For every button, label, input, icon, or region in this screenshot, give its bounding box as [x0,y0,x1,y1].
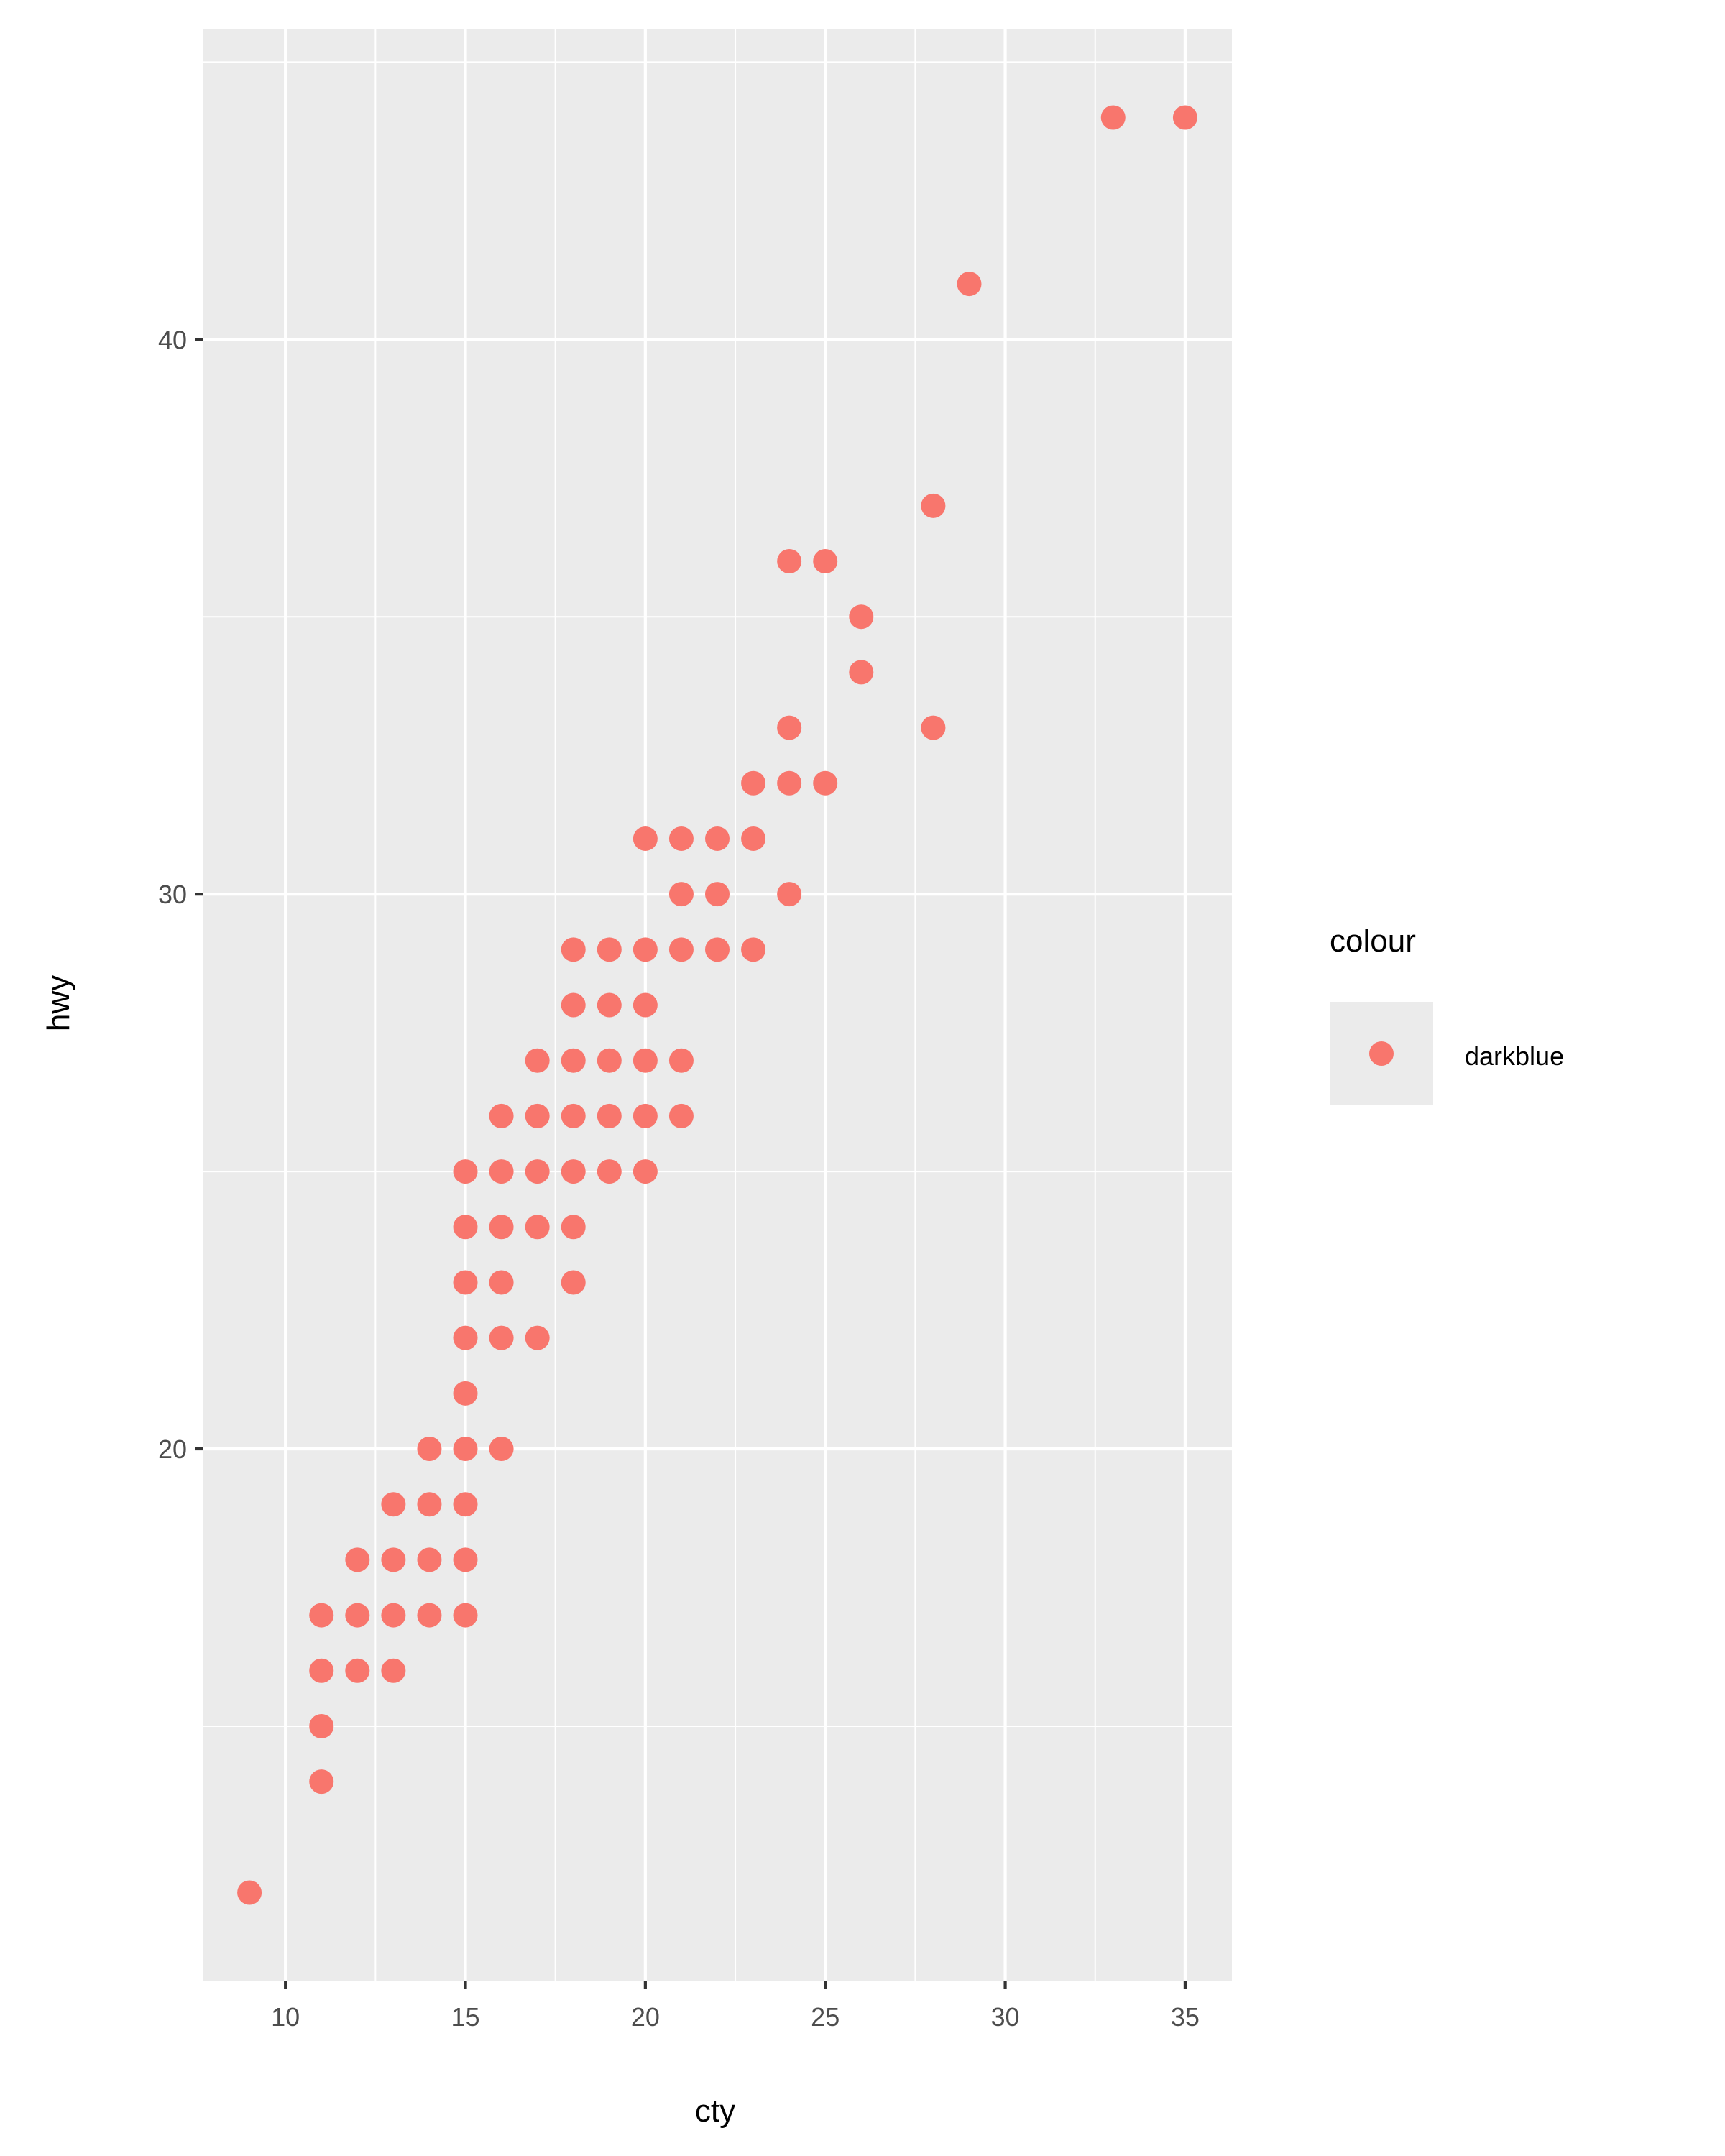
data-point [489,1159,514,1184]
data-point [453,1603,478,1628]
data-point [525,1048,550,1073]
data-point [525,1215,550,1240]
y-tick-label: 30 [158,880,187,909]
data-point [417,1603,442,1628]
x-tick-label: 15 [451,2002,479,2032]
data-point [561,1048,586,1073]
data-point [741,937,766,962]
data-point [741,770,766,796]
axes: 10 15 20 25 30 35 20 30 40 [158,325,1200,2032]
data-point [777,770,802,796]
data-point [705,882,730,907]
data-point [668,826,694,851]
data-point [453,1325,478,1350]
data-point [561,937,586,962]
data-point [453,1215,478,1240]
legend-key-point [1369,1041,1394,1066]
data-point [381,1492,406,1517]
legend-label: darkblue [1465,1041,1564,1071]
data-point [597,937,622,962]
data-point [489,1270,514,1295]
legend-title: colour [1330,923,1416,959]
data-point [668,937,694,962]
data-point [525,1159,550,1184]
data-point [632,992,658,1018]
data-point [489,1215,514,1240]
data-point [668,1103,694,1128]
data-point [705,937,730,962]
x-tick-label: 35 [1171,2002,1200,2032]
data-point [632,1103,658,1128]
data-point [1100,105,1126,130]
data-point [453,1159,478,1184]
data-point [921,715,946,740]
data-point [345,1603,370,1628]
data-point [309,1658,334,1683]
data-point [489,1325,514,1350]
x-tick-label: 30 [991,2002,1020,2032]
data-point [632,937,658,962]
x-tick-label: 25 [811,2002,840,2032]
data-point [309,1603,334,1628]
plot-panel [203,29,1232,1981]
panel-background [203,29,1232,1981]
y-axis-title: hwy [41,975,76,1031]
data-point [813,549,838,573]
data-point [345,1547,370,1572]
data-point [668,1048,694,1073]
data-point [453,1381,478,1406]
y-tick-label: 40 [158,325,187,354]
data-point [561,992,586,1018]
data-point [417,1547,442,1572]
data-point [777,882,802,907]
data-point [309,1769,334,1795]
data-point [921,493,946,518]
data-point [813,770,838,796]
data-point [417,1492,442,1517]
data-point [489,1103,514,1128]
data-point [237,1880,262,1905]
data-point [417,1437,442,1461]
data-point [597,1159,622,1184]
data-point [453,1437,478,1461]
data-point [957,272,982,297]
legend: colour darkblue [1330,923,1564,1105]
data-point [705,826,730,851]
data-point [561,1159,586,1184]
data-point [453,1492,478,1517]
x-tick-label: 20 [631,2002,660,2032]
data-point [453,1547,478,1572]
data-point [489,1437,514,1461]
data-point [381,1547,406,1572]
data-point [597,1103,622,1128]
data-point [561,1215,586,1240]
data-point [597,1048,622,1073]
data-point [453,1270,478,1295]
x-axis-title: cty [695,2093,735,2129]
data-point [632,1048,658,1073]
data-point [525,1103,550,1128]
y-tick-label: 20 [158,1434,187,1464]
data-point [561,1103,586,1128]
data-point [777,715,802,740]
data-point [561,1270,586,1295]
data-point [777,549,802,573]
data-point [741,826,766,851]
data-point [309,1713,334,1738]
data-point [381,1603,406,1628]
data-point [597,992,622,1018]
data-point [381,1658,406,1683]
data-point [632,826,658,851]
data-point [849,604,874,630]
data-point [668,882,694,907]
data-point [632,1159,658,1184]
data-points [237,105,1197,1905]
data-point [525,1325,550,1350]
data-point [1172,105,1197,130]
data-point [849,660,874,685]
x-tick-label: 10 [271,2002,300,2032]
data-point [345,1658,370,1683]
